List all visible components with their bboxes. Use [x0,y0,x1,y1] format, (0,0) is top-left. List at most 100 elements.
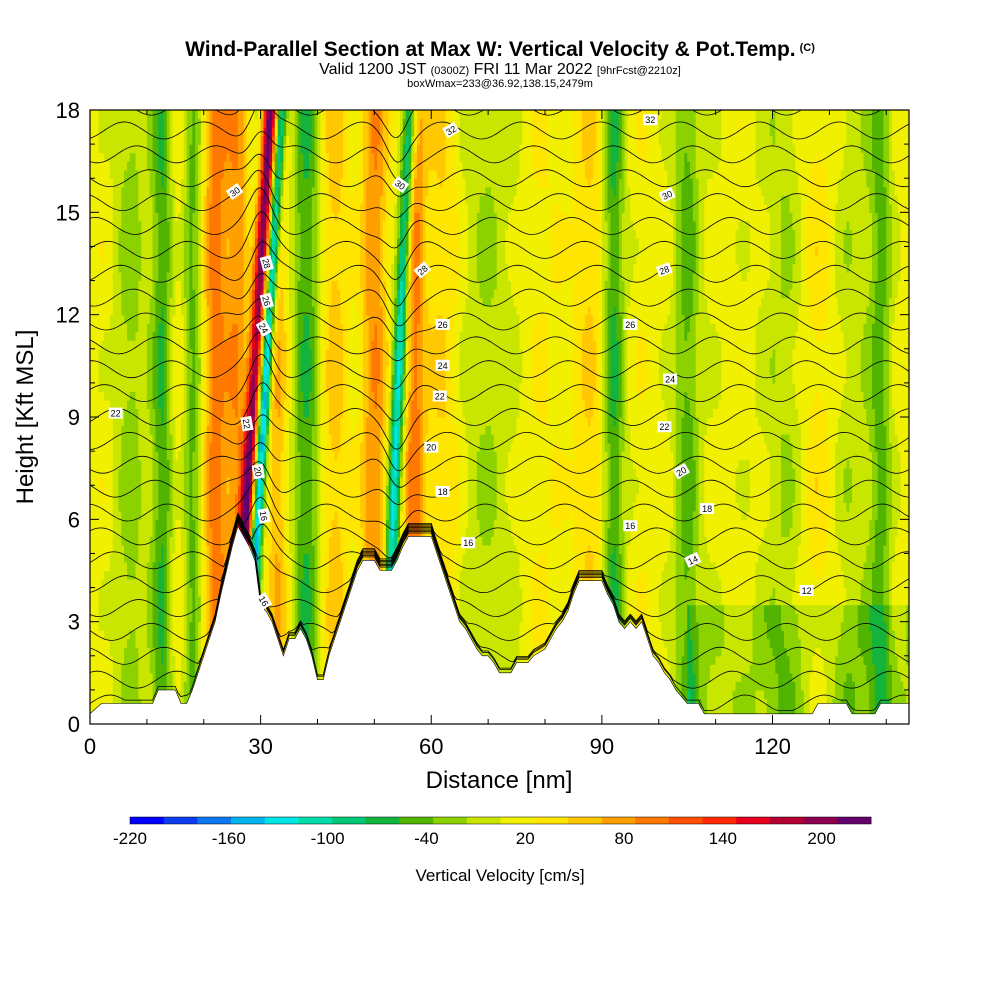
colorbar-swatch [298,817,333,824]
contour-label: 22 [432,390,447,402]
contour-label: 30 [391,176,410,194]
contour-label: 24 [255,319,273,337]
utc-time: (0300Z) [431,65,470,77]
colorbar-tick-label: 80 [615,829,634,848]
colorbar-swatch [365,817,400,824]
colorbar-swatch [130,817,165,824]
colorbar-swatch [702,817,737,824]
y-tick-label: 18 [56,98,80,123]
colorbar-swatch [601,817,636,824]
theta-contour [90,273,909,327]
contour-label: 22 [657,421,672,433]
theta-contour [90,496,909,558]
theta-contour [90,131,909,182]
y-tick-label: 6 [68,507,80,532]
x-tick-label: 90 [590,734,614,759]
theta-contour [90,513,909,570]
chart-title: Wind-Parallel Section at Max W: Vertical… [0,38,1000,62]
colorbar-tick-label: -160 [212,829,246,848]
theta-contour [90,476,909,531]
theta-contour [90,211,909,280]
contour-label: 26 [259,292,274,310]
colorbar-swatch [567,817,602,824]
colorbar-tick-label: 140 [709,829,737,848]
theta-contour [90,298,909,343]
contour-label: 32 [643,114,658,126]
colorbar-swatch [399,817,434,824]
contour-label: 22 [240,415,254,432]
theta-contour [90,169,909,219]
chart-subtitle: Valid 1200 JST (0300Z) FRI 11 Mar 2022 [… [0,61,1000,79]
x-tick-label: 60 [419,734,443,759]
colorbar-swatch [264,817,299,824]
theta-contour [90,315,909,362]
colorbar-swatch [466,817,501,824]
theta-contour [90,153,909,197]
y-tick-label: 9 [68,405,80,430]
y-axis-label: Height [Kft MSL] [12,330,39,505]
contour-label: 16 [257,507,271,524]
contour-label: 32 [442,121,460,139]
colorbar-swatch [668,817,703,824]
terrain [89,525,910,725]
colorbar-swatch [736,817,771,824]
contour-label: 16 [461,537,476,549]
colorbar-swatch [163,817,198,824]
contour-label: 26 [435,318,450,330]
colorbar-swatch [635,817,670,824]
x-axis-label: Distance [nm] [426,767,573,794]
contour-label: 28 [655,262,673,278]
colorbar-tick-label: 200 [807,829,835,848]
theta-contour [90,442,909,488]
chart-subtitle-2: boxWmax=233@36.92,138.15,2479m [0,78,1000,90]
contour-label: 26 [623,318,638,330]
contour-label: 22 [108,407,123,419]
y-tick-label: 12 [56,303,80,328]
x-tick-label: 120 [754,734,791,759]
contour-label: 18 [435,486,450,497]
colorbar-swatch [837,817,872,824]
colorbar-label: Vertical Velocity [cm/s] [415,866,584,885]
axis-ticks: 0 30 60 90 120 0 3 6 9 12 15 18 [56,98,909,759]
colorbar-swatch [500,817,535,824]
contour-label: 16 [623,520,638,532]
theta-contour [90,353,909,422]
contour-label: 18 [700,503,715,515]
y-tick-label: 3 [68,610,80,635]
colorbar-swatch [433,817,468,824]
contour-label: 28 [259,255,274,272]
contour-label: 20 [672,462,691,480]
contour-label: 20 [424,441,439,453]
theta-contour [90,187,909,249]
colorbar-swatch [803,817,838,824]
contour-label: 20 [251,463,265,480]
theta-contour [90,110,909,163]
colorbar-tick-label: -220 [113,829,147,848]
theta-contour [90,241,909,307]
title-tag: (C) [800,42,815,54]
theta-contour [90,414,909,472]
contour-label: 30 [658,186,676,203]
theta-contours [90,110,909,711]
valid-date: FRI 11 Mar 2022 [474,61,593,78]
y-tick-label: 0 [68,712,80,737]
valid-time: Valid 1200 JST [319,61,426,78]
contour-label: 28 [413,261,432,279]
contour-label: 12 [799,585,814,596]
colorbar-frame [129,816,872,825]
contour-label: 16 [255,592,273,610]
y-tick-label: 15 [56,200,80,225]
theta-contour [90,382,909,450]
contour-label: 24 [435,359,450,371]
colorbar-tick-label: -100 [311,829,345,848]
x-tick-label: 0 [84,734,96,759]
forecast-info: [9hrFcst@2210z] [597,65,681,77]
colorbar-tick-label: -40 [414,829,439,848]
contour-label: 24 [663,373,678,385]
theta-contour [90,332,909,390]
colorbar-swatch [332,817,367,824]
colorbar-swatch [534,817,569,824]
contour-labels: 32 32 30 30 30 28 28 28 26 26 26 24 24 24 22 22 22 22 20 20… [108,114,814,610]
theta-contour [90,461,909,505]
